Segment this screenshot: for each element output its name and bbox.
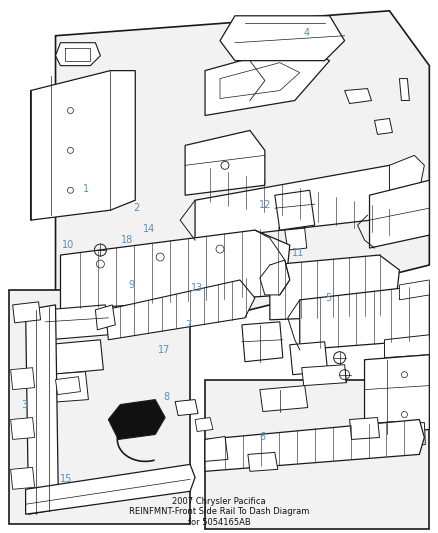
Polygon shape xyxy=(56,377,81,394)
Polygon shape xyxy=(302,365,346,385)
Text: 5: 5 xyxy=(325,293,331,303)
Polygon shape xyxy=(260,385,308,411)
Polygon shape xyxy=(95,305,115,330)
Polygon shape xyxy=(270,255,399,320)
Polygon shape xyxy=(399,280,429,300)
Polygon shape xyxy=(56,11,429,310)
Polygon shape xyxy=(11,417,35,439)
Polygon shape xyxy=(360,422,396,447)
Polygon shape xyxy=(11,467,35,489)
Polygon shape xyxy=(185,131,265,195)
Polygon shape xyxy=(195,165,414,240)
Text: 12: 12 xyxy=(259,200,271,211)
Polygon shape xyxy=(385,335,429,358)
Polygon shape xyxy=(345,88,371,103)
Polygon shape xyxy=(370,180,429,248)
Polygon shape xyxy=(350,417,379,439)
Polygon shape xyxy=(56,43,100,66)
Polygon shape xyxy=(220,16,345,61)
Text: 13: 13 xyxy=(191,282,203,293)
Polygon shape xyxy=(242,322,283,362)
Text: 1: 1 xyxy=(83,184,89,195)
Text: 7: 7 xyxy=(185,320,191,330)
Polygon shape xyxy=(300,285,429,350)
Polygon shape xyxy=(11,368,35,390)
Polygon shape xyxy=(31,71,135,220)
Text: 9: 9 xyxy=(129,280,135,290)
Polygon shape xyxy=(46,340,103,375)
Polygon shape xyxy=(399,78,410,101)
Text: 15: 15 xyxy=(60,474,72,484)
Text: 8: 8 xyxy=(163,392,170,402)
Text: 14: 14 xyxy=(143,224,155,235)
Text: 2007 Chrysler Pacifica
REINFMNT-Front Side Rail To Dash Diagram
for 5054165AB: 2007 Chrysler Pacifica REINFMNT-Front Si… xyxy=(129,497,309,527)
Polygon shape xyxy=(248,453,278,471)
Text: 17: 17 xyxy=(158,345,171,356)
Polygon shape xyxy=(106,280,255,340)
Polygon shape xyxy=(364,355,429,434)
Polygon shape xyxy=(290,342,328,375)
Text: 2: 2 xyxy=(133,203,139,213)
Polygon shape xyxy=(374,118,392,134)
Text: 11: 11 xyxy=(291,248,304,258)
Polygon shape xyxy=(260,260,290,295)
Polygon shape xyxy=(9,290,190,524)
Text: 3: 3 xyxy=(21,400,28,410)
Text: 18: 18 xyxy=(121,235,134,245)
Polygon shape xyxy=(13,302,41,323)
Polygon shape xyxy=(275,190,314,230)
Polygon shape xyxy=(205,437,228,462)
Polygon shape xyxy=(205,419,424,471)
Polygon shape xyxy=(60,230,290,310)
Polygon shape xyxy=(205,46,330,116)
Polygon shape xyxy=(25,305,59,514)
Text: 10: 10 xyxy=(62,240,74,251)
Polygon shape xyxy=(25,464,195,514)
Polygon shape xyxy=(389,155,424,215)
Polygon shape xyxy=(46,372,88,402)
Polygon shape xyxy=(108,400,165,439)
Polygon shape xyxy=(46,305,108,340)
Text: 6: 6 xyxy=(260,432,266,441)
Text: 4: 4 xyxy=(303,28,309,38)
Polygon shape xyxy=(285,228,307,250)
Polygon shape xyxy=(175,400,198,416)
Polygon shape xyxy=(195,417,213,432)
Polygon shape xyxy=(205,379,429,529)
Polygon shape xyxy=(397,423,425,447)
